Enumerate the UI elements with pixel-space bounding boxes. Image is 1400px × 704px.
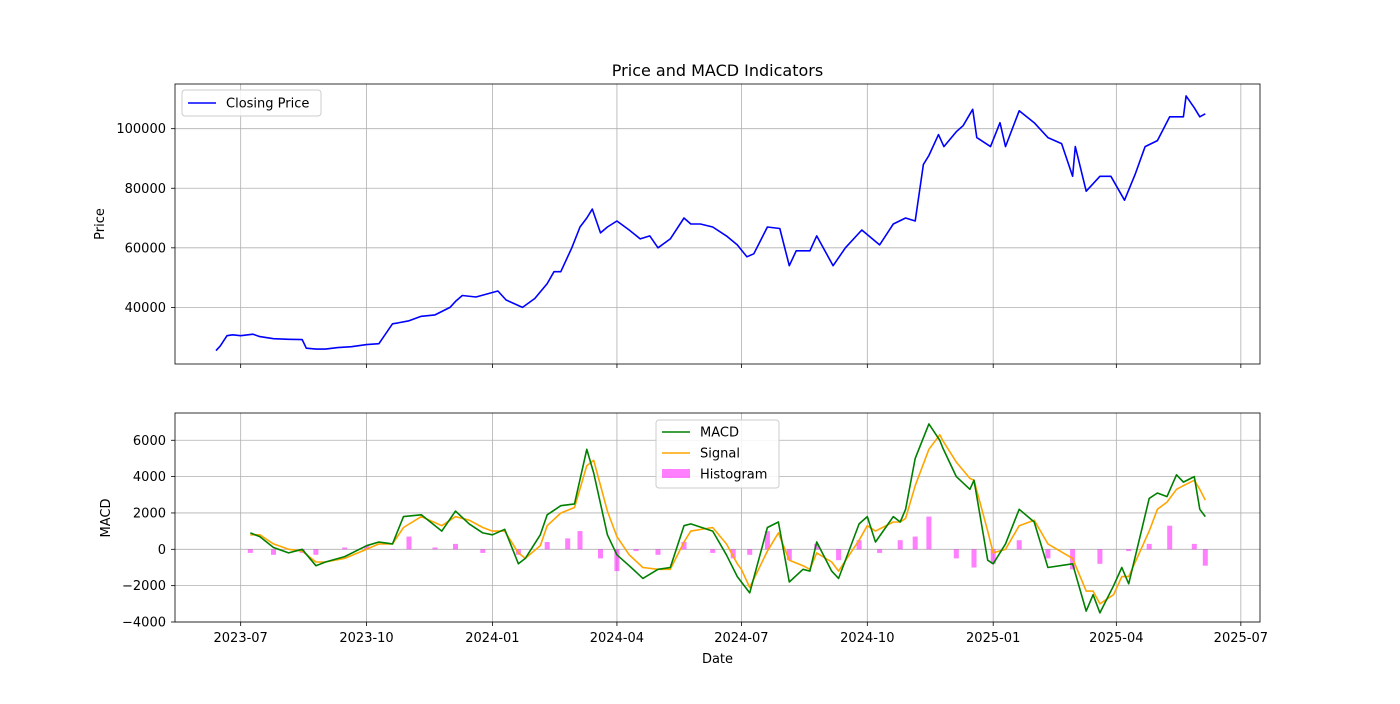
macd-y-tick-label: 4000 [133, 470, 166, 485]
histogram-bar [614, 549, 620, 572]
x-tick-label: 2025-01 [966, 631, 1020, 646]
histogram-bar [1097, 549, 1103, 564]
histogram-bar [432, 547, 438, 550]
histogram-bar [271, 549, 276, 555]
histogram-bar [577, 531, 583, 550]
histogram-bar [1191, 543, 1197, 550]
histogram-bar [598, 549, 603, 559]
macd-y-tick-label: 2000 [133, 506, 166, 521]
histogram-bar [877, 549, 883, 553]
price-y-tick-label: 80000 [125, 182, 166, 197]
macd-line [250, 423, 1206, 614]
price-y-tick-label: 60000 [125, 241, 166, 256]
price-legend-box [181, 89, 322, 117]
histogram-bar [836, 549, 842, 561]
macd-legend: MACD Signal Histogram [655, 419, 780, 489]
macd-plot-area [247, 423, 1208, 614]
x-tick-label: 2025-04 [1089, 631, 1143, 646]
histogram-bar [633, 549, 639, 552]
histogram-bar [1126, 549, 1132, 552]
x-tick-label: 2024-10 [840, 631, 894, 646]
histogram-bar [247, 549, 253, 553]
histogram-bar [480, 549, 486, 553]
closing-price-line [215, 95, 1206, 352]
histogram-bar [364, 545, 370, 550]
price-y-ticks: 40000 60000 80000 100000 [116, 122, 175, 316]
macd-y-tick-label: −2000 [122, 579, 166, 594]
x-axis-label: Date [702, 652, 733, 667]
histogram-bar [856, 540, 862, 550]
price-legend: Closing Price [181, 89, 322, 117]
price-panel: 40000 60000 80000 100000 Price and MACD Ind… [93, 61, 1261, 368]
legend-label-macd: MACD [700, 426, 739, 441]
x-tick-label: 2024-07 [714, 631, 768, 646]
legend-swatch-histogram [662, 469, 690, 478]
price-axes-frame [174, 83, 1261, 365]
legend-label-histogram: Histogram [700, 468, 767, 483]
histogram-bar [453, 543, 458, 550]
histogram-bar [786, 549, 792, 561]
histogram-bar [681, 542, 687, 550]
histogram-bar [764, 531, 770, 550]
macd-axes-frame [174, 412, 1261, 623]
histogram-bar [1016, 540, 1022, 550]
macd-y-ticks: −4000 −2000 0 2000 4000 6000 [122, 434, 175, 631]
price-gridlines [175, 84, 1260, 364]
x-tick-label: 2023-10 [339, 631, 393, 646]
histogram-bar [730, 549, 736, 559]
price-y-axis-label: Price [93, 208, 108, 240]
price-y-tick-label: 40000 [125, 301, 166, 316]
x-tick-label: 2025-07 [1214, 631, 1268, 646]
histogram-bar [342, 547, 348, 550]
price-plot-area [215, 95, 1206, 352]
macd-y-tick-label: 0 [158, 543, 166, 558]
legend-label-signal: Signal [700, 447, 740, 462]
chart-title: Price and MACD Indicators [612, 61, 823, 80]
price-y-tick-label: 100000 [116, 122, 166, 137]
histogram-bar [897, 540, 903, 550]
histogram-bar [1045, 549, 1051, 559]
price-x-ticks [240, 364, 1242, 368]
macd-y-axis-label: MACD [99, 499, 114, 538]
x-tick-label: 2024-01 [465, 631, 519, 646]
histogram-bar [406, 536, 412, 550]
x-tick-label: 2024-04 [590, 631, 644, 646]
histogram-bar [926, 516, 932, 550]
macd-y-tick-label: −4000 [122, 616, 166, 631]
legend-label-closing-price: Closing Price [226, 97, 309, 112]
macd-y-tick-label: 6000 [133, 434, 166, 449]
histogram-bar [912, 536, 918, 550]
histogram-bar [655, 549, 661, 555]
histogram-bar [990, 549, 996, 564]
histogram-bar [1146, 543, 1152, 550]
histogram-bar [313, 549, 319, 555]
histogram-bar [1202, 549, 1208, 566]
histogram-bar [710, 549, 716, 553]
histogram-bar [814, 543, 820, 550]
histogram-bar [544, 542, 550, 550]
histogram-bar [390, 549, 395, 550]
histogram-bar [747, 549, 753, 555]
histogram-bar [1167, 525, 1173, 550]
histogram-bar [565, 538, 571, 550]
histogram-bar [953, 549, 959, 559]
histogram-bar [971, 549, 977, 568]
x-tick-label: 2023-07 [214, 631, 268, 646]
macd-x-ticks: 2023-07 2023-10 2024-01 2024-04 2024-07 2024-… [214, 622, 1268, 646]
